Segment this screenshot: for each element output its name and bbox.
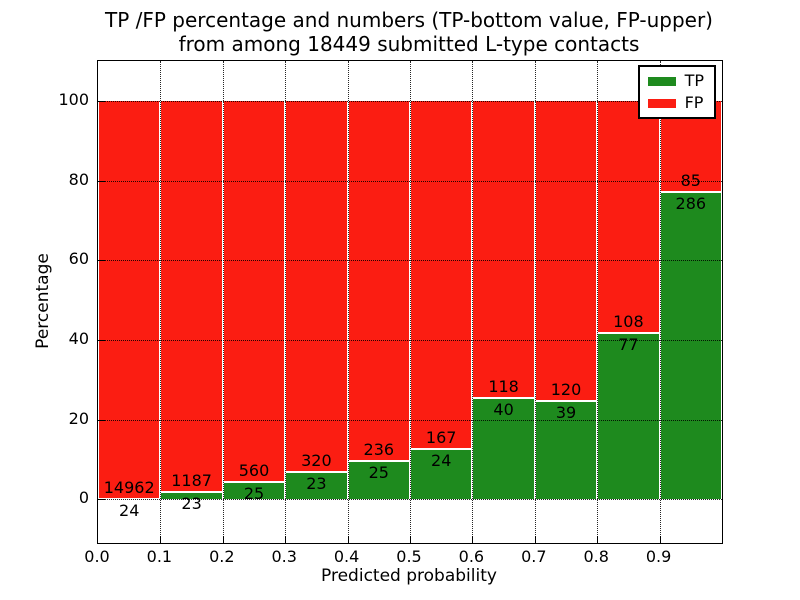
tp-count-label: 25 — [368, 463, 389, 483]
legend: TP FP — [637, 65, 716, 119]
y-tick-label: 100 — [58, 89, 89, 109]
bar-fp-segment — [597, 100, 660, 334]
y-tick-label: 60 — [68, 249, 89, 269]
bar-fp-segment — [98, 100, 161, 499]
fp-count-label: 167 — [425, 428, 457, 448]
tp-swatch-icon — [647, 76, 676, 86]
x-tick-label: 0.5 — [396, 547, 422, 566]
x-tick-label: 0.9 — [645, 547, 672, 566]
chart-title: TP /FP percentage and numbers (TP-bottom… — [97, 8, 721, 56]
fp-count-label: 1187 — [171, 470, 212, 490]
y-tick-mark — [98, 499, 105, 501]
x-tick-label: 0.7 — [521, 547, 547, 566]
fp-count-label: 236 — [363, 440, 395, 460]
gridline-vertical — [285, 61, 287, 543]
gridline-vertical — [160, 61, 162, 543]
bar-fp-segment — [347, 100, 410, 462]
bar-tp-segment — [285, 472, 348, 500]
bar-fp-segment — [410, 100, 473, 450]
fp-count-label: 14962 — [103, 477, 155, 497]
legend-label-fp: FP — [684, 93, 704, 112]
x-tick-label: 0.8 — [583, 547, 609, 566]
bar-tp-segment — [410, 449, 473, 500]
gridline-vertical — [597, 61, 599, 543]
x-tick-mark — [410, 536, 411, 543]
bar-tp-segment — [98, 498, 161, 500]
tp-count-label: 40 — [493, 400, 514, 420]
bar-tp-segment — [597, 333, 660, 500]
plot-area: TP FP 14962 24 1187 23 560 25 320 23 236 25 167 24 1… — [97, 60, 723, 544]
bar-fp-segment — [222, 100, 286, 483]
legend-row-tp: TP — [647, 71, 704, 90]
x-tick-label: 0.0 — [84, 547, 110, 566]
fp-count-label: 85 — [680, 171, 701, 191]
y-tick-label: 0 — [78, 488, 89, 508]
legend-row-fp: FP — [647, 93, 704, 112]
fp-count-label: 120 — [550, 380, 582, 400]
bar-tp-segment — [534, 401, 598, 500]
x-tick-mark — [597, 536, 599, 543]
x-axis-label: Predicted probability — [321, 566, 497, 586]
tp-count-label: 39 — [555, 403, 577, 423]
x-tick-mark — [472, 536, 474, 543]
tp-count-label: 77 — [618, 335, 639, 355]
x-tick-mark — [534, 536, 536, 543]
gridline-vertical — [410, 61, 411, 543]
bar-tp-segment — [347, 461, 410, 500]
y-tick-mark — [98, 180, 105, 182]
gridline-vertical — [347, 61, 349, 543]
bar-fp-segment — [534, 100, 598, 402]
x-tick-label: 0.6 — [458, 547, 485, 566]
fp-count-label: 320 — [301, 451, 332, 471]
tp-count-label: 286 — [675, 194, 707, 214]
y-tick-mark — [98, 100, 105, 102]
tp-count-label: 24 — [431, 451, 452, 471]
chart-title-line1: TP /FP percentage and numbers (TP-bottom… — [105, 8, 713, 32]
tp-count-label: 23 — [181, 493, 202, 513]
fp-count-label: 560 — [238, 461, 270, 481]
tp-count-label: 24 — [119, 500, 140, 520]
x-tick-label: 0.4 — [333, 547, 360, 566]
legend-label-tp: TP — [684, 71, 704, 90]
y-tick-label: 40 — [68, 328, 89, 348]
bar-fp-segment — [285, 100, 348, 473]
x-tick-mark — [285, 536, 287, 543]
y-tick-mark — [98, 419, 105, 421]
chart-title-line2: from among 18449 submitted L-type contac… — [178, 32, 640, 56]
y-tick-label: 80 — [68, 169, 89, 189]
y-tick-mark — [98, 260, 105, 262]
x-tick-label: 0.1 — [146, 547, 173, 566]
x-tick-label: 0.3 — [271, 547, 297, 566]
bar-fp-segment — [160, 100, 223, 492]
gridline-vertical — [659, 61, 661, 543]
gridline-vertical — [472, 61, 474, 543]
fp-count-label: 108 — [613, 312, 644, 332]
gridline-vertical — [534, 61, 536, 543]
fp-count-label: 118 — [488, 377, 519, 397]
y-tick-mark — [98, 339, 105, 341]
bar-tp-segment — [659, 192, 722, 500]
x-tick-mark — [222, 536, 224, 543]
x-tick-label: 0.2 — [209, 547, 235, 566]
gridline-vertical — [222, 61, 224, 543]
x-tick-mark — [659, 536, 661, 543]
bar-fp-segment — [472, 100, 535, 399]
tp-count-label: 25 — [243, 484, 265, 504]
tp-count-label: 23 — [306, 474, 327, 494]
x-tick-mark — [160, 536, 162, 543]
y-tick-label: 20 — [68, 408, 89, 428]
fp-swatch-icon — [647, 98, 676, 108]
x-tick-mark — [347, 536, 349, 543]
